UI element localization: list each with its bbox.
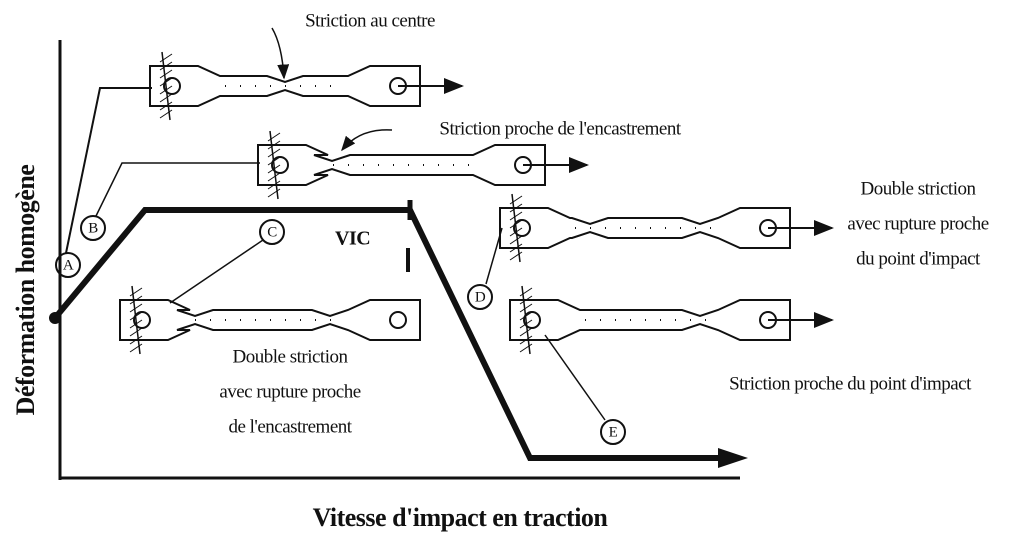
- hatch: [509, 227, 523, 237]
- annotation: Double striction: [233, 346, 349, 367]
- hatch: [519, 287, 533, 297]
- annotation: avec rupture proche: [219, 381, 360, 402]
- leader: [544, 334, 606, 421]
- hole: [389, 311, 407, 329]
- hatch: [129, 311, 143, 321]
- marker-circle: [80, 215, 106, 241]
- curve: [52, 207, 720, 461]
- hatch: [159, 77, 173, 87]
- hatch: [509, 211, 523, 221]
- hatch: [129, 327, 143, 337]
- artwork: [49, 27, 748, 480]
- leader: [65, 87, 152, 254]
- marker-circle: [600, 419, 626, 445]
- hatch: [519, 319, 533, 329]
- curve-label: VIC: [335, 228, 370, 250]
- hatch: [129, 335, 143, 345]
- hatch: [159, 69, 173, 79]
- x-axis-label: Vitesse d'impact en traction: [313, 503, 609, 532]
- hatch: [267, 172, 281, 182]
- annotation: Striction proche de l'encastrement: [439, 118, 681, 139]
- marker-label: B: [88, 220, 98, 236]
- marker-label: E: [609, 424, 618, 440]
- hatch: [267, 140, 281, 150]
- leader: [95, 162, 260, 217]
- hatch: [509, 235, 523, 245]
- hatch: [267, 188, 281, 198]
- hatch: [519, 303, 533, 313]
- hatch: [519, 311, 533, 321]
- clamp: [269, 130, 279, 200]
- annotation: de l'encastrement: [228, 416, 352, 437]
- marker-label: D: [475, 289, 486, 305]
- hatch: [267, 148, 281, 158]
- hatch: [519, 295, 533, 305]
- hatch: [509, 243, 523, 253]
- hatch: [129, 287, 143, 297]
- specimen: [499, 207, 791, 249]
- hatch: [509, 203, 523, 213]
- hatch: [159, 53, 173, 63]
- marker-label: A: [63, 257, 74, 273]
- clamp: [511, 193, 521, 263]
- marker-circle: [467, 284, 493, 310]
- hatch: [129, 295, 143, 305]
- hatch: [129, 319, 143, 329]
- hatch: [519, 335, 533, 345]
- specimen: [509, 299, 791, 341]
- y-axis-label: Déformation homogène: [11, 165, 40, 416]
- annotation: Striction proche du point d'impact: [729, 373, 972, 394]
- hatch: [267, 180, 281, 190]
- annotation: Double striction: [861, 178, 977, 199]
- leader: [169, 239, 264, 304]
- marker-circle: [259, 219, 285, 245]
- clamp: [161, 51, 171, 121]
- hatch: [267, 156, 281, 166]
- hatch: [267, 164, 281, 174]
- clamp: [131, 285, 141, 355]
- leader: [341, 129, 393, 152]
- annotation: du point d'impact: [856, 248, 981, 269]
- hatch: [159, 61, 173, 71]
- hatch: [129, 303, 143, 313]
- hatch: [509, 195, 523, 205]
- clamp: [521, 285, 531, 355]
- hatch: [509, 219, 523, 229]
- hatch: [159, 85, 173, 95]
- hatch: [267, 132, 281, 142]
- specimen: [119, 299, 421, 341]
- curve-arrow: [718, 448, 748, 468]
- hatch: [159, 93, 173, 103]
- hatch: [509, 251, 523, 261]
- specimen: [257, 144, 546, 186]
- annotation: avec rupture proche: [847, 213, 988, 234]
- curve-start: [49, 312, 61, 324]
- hatch: [519, 343, 533, 353]
- leader: [271, 27, 290, 80]
- hatch: [129, 343, 143, 353]
- hatch: [159, 109, 173, 119]
- marker-label: C: [267, 224, 277, 240]
- marker-circle: [55, 252, 81, 278]
- hatch: [159, 101, 173, 111]
- specimen: [149, 65, 421, 107]
- annotation: Striction au centre: [305, 10, 435, 31]
- hatch: [519, 327, 533, 337]
